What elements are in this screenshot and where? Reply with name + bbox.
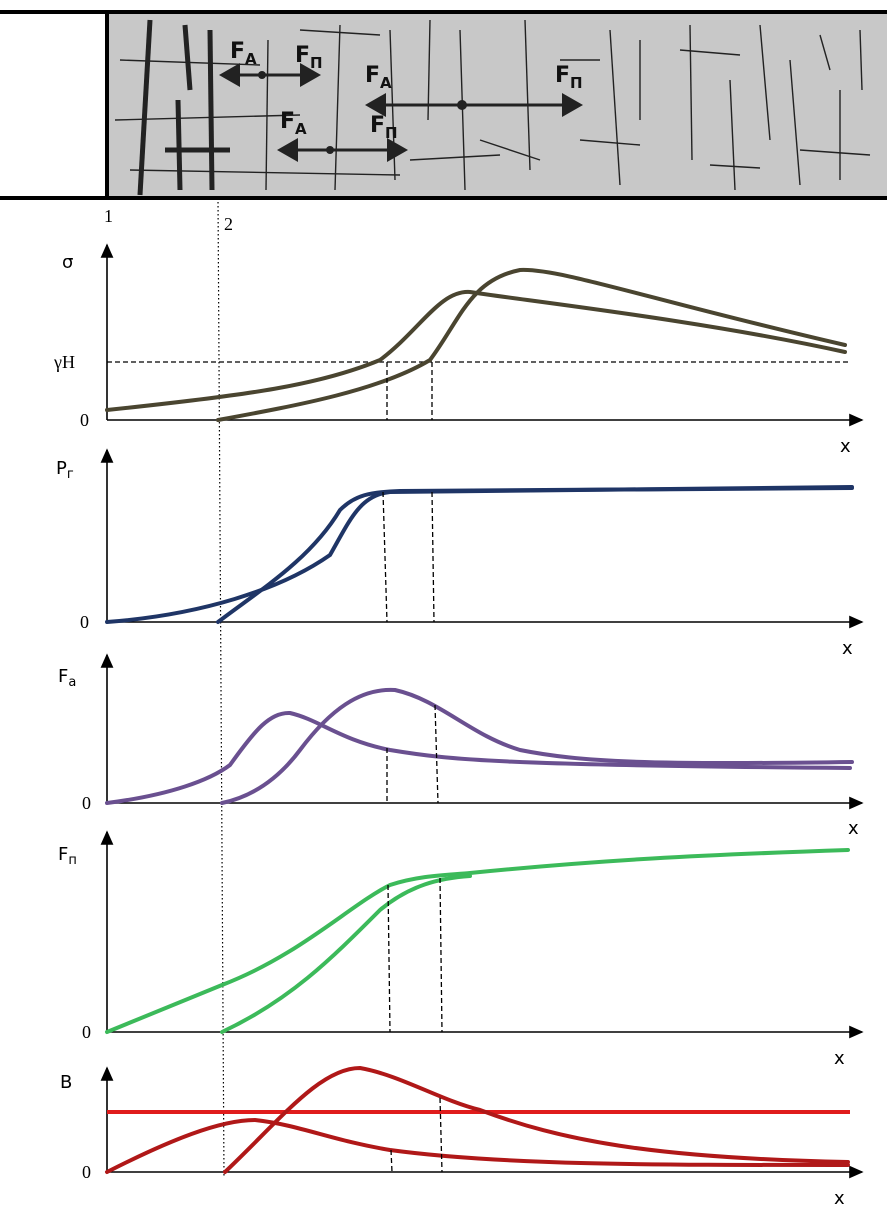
x-axis-label: x [848,818,859,839]
y-axis-label: В [60,1072,72,1093]
symbol: F [58,844,68,865]
drop-line [383,492,387,622]
fa-curves [107,690,852,803]
subscript: A [380,74,392,92]
symbol: F [370,113,385,138]
curve [107,292,845,410]
symbol: F [295,43,310,68]
drop-line [435,705,438,803]
drop-line [440,878,442,1032]
subscript: A [295,120,307,138]
crack [210,30,212,190]
subscript: a [68,675,76,690]
symbol: F [58,666,68,687]
curve [107,713,850,803]
drop-line [432,492,434,622]
y-axis-label: Pг [56,458,74,482]
drop-line [388,885,390,1032]
b-curves [107,1068,850,1172]
curve [107,850,848,1032]
level-label: γH [53,352,75,372]
y-axis-label: Fп [58,844,77,868]
symbol: F [365,63,380,88]
origin-label: 0 [82,1022,91,1042]
y-axis-label: σ [62,252,73,273]
subscript: П [385,124,398,142]
diagram: FAFПFAFПFAFП 1 2 σ0xγHPг0xFa0xFп0xВ0x [0,0,887,1208]
symbol: σ [62,252,73,273]
subscript: г [67,467,74,482]
symbol: F [230,39,245,64]
symbol: F [555,63,570,88]
curve [107,1120,848,1172]
subscript: П [570,74,583,92]
sigma-curves [107,270,850,420]
curve [218,270,845,420]
symbol: P [56,458,67,479]
crack [178,100,180,190]
curve [107,487,852,622]
y-axis-label: Fa [58,666,76,690]
point [258,71,266,79]
fp-curves [107,850,848,1032]
drop-line [391,1150,392,1172]
subscript: П [310,54,323,72]
point [326,146,334,154]
curve [218,488,852,622]
origin-label: 0 [82,1162,91,1182]
x-axis-label: x [840,436,851,457]
origin-label: 0 [80,612,89,632]
curve [225,1068,848,1172]
origin-label: 0 [82,793,91,813]
curve [222,876,470,1032]
section-mark: 1 [104,206,113,226]
subscript: A [245,50,257,68]
symbol: В [60,1072,72,1093]
symbol: F [280,109,295,134]
point [457,100,467,110]
pressure-curves [107,487,852,622]
section-mark: 2 [224,214,233,234]
subscript: п [68,853,77,868]
drop-line [440,1098,442,1172]
x-axis-label: x [834,1048,845,1069]
x-axis-label: x [834,1188,845,1208]
origin-label: 0 [80,410,89,430]
x-axis-label: x [842,638,853,659]
curve [222,690,852,803]
